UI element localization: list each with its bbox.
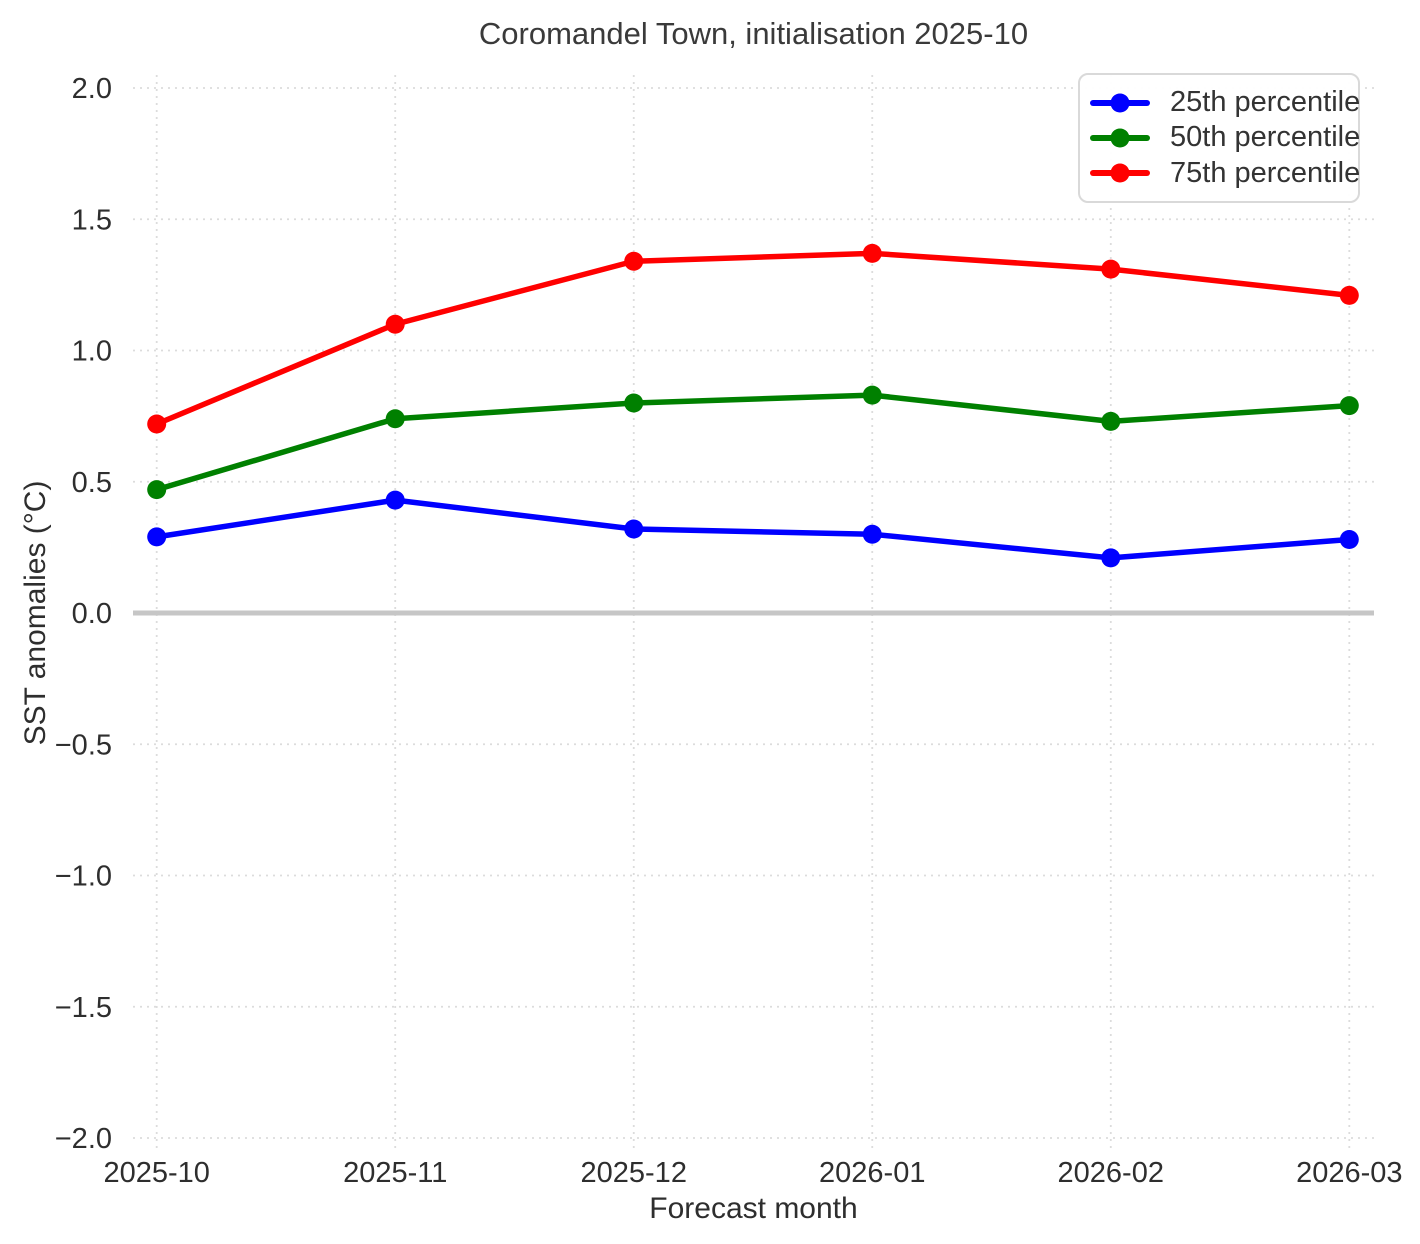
y-tick-label: 0.5 — [72, 467, 112, 499]
legend-line-sample — [1090, 93, 1150, 113]
data-point-marker — [1339, 530, 1359, 549]
series-line — [153, 497, 1353, 561]
data-point-marker — [862, 243, 882, 263]
legend-marker-icon — [1110, 93, 1130, 113]
x-tick-label: 2026-03 — [1296, 1157, 1402, 1189]
data-point-marker — [1339, 285, 1359, 305]
legend-item: 25th percentile — [1090, 85, 1360, 120]
data-point-marker — [1101, 411, 1121, 431]
x-tick-label: 2026-01 — [819, 1157, 925, 1189]
y-tick-label: −1.5 — [55, 992, 112, 1024]
legend-line-sample — [1090, 128, 1150, 148]
chart-title: Coromandel Town, initialisation 2025-10 — [478, 16, 1029, 51]
data-point-marker — [624, 393, 644, 413]
y-tick-label: 1.5 — [72, 204, 112, 236]
data-point-marker — [1101, 259, 1121, 279]
y-tick-label: 2.0 — [72, 73, 112, 105]
series-line — [153, 250, 1353, 427]
x-axis-label: Forecast month — [649, 1192, 858, 1225]
legend-line-sample — [1090, 163, 1150, 183]
y-tick-label: 1.0 — [72, 336, 112, 368]
legend-item-label: 25th percentile — [1170, 86, 1361, 119]
data-point-marker — [385, 490, 405, 510]
series-line — [153, 392, 1353, 493]
legend-marker-icon — [1110, 128, 1130, 148]
y-tick-label: −1.0 — [55, 861, 112, 893]
legend-item-label: 50th percentile — [1170, 121, 1361, 154]
data-point-marker — [385, 314, 405, 334]
legend-item: 50th percentile — [1090, 120, 1360, 155]
data-point-marker — [147, 527, 167, 547]
data-point-marker — [147, 480, 167, 500]
y-tick-label: −2.0 — [55, 1123, 112, 1155]
data-point-marker — [147, 414, 167, 434]
data-point-marker — [1339, 396, 1359, 416]
data-point-marker — [624, 251, 644, 271]
data-point-marker — [862, 385, 882, 405]
y-tick-label: −0.5 — [55, 729, 112, 761]
legend-item-label: 75th percentile — [1170, 156, 1361, 189]
x-tick-label: 2025-12 — [581, 1157, 687, 1189]
x-tick-label: 2025-10 — [103, 1157, 209, 1189]
y-tick-label: 0.0 — [72, 598, 112, 630]
legend: 25th percentile 50th percentile 75th perce… — [1078, 73, 1360, 203]
y-axis-label: SST anomalies (°C) — [19, 480, 52, 746]
data-point-marker — [1101, 548, 1121, 568]
x-tick-label: 2025-11 — [343, 1157, 447, 1189]
data-point-marker — [862, 524, 882, 544]
legend-item: 75th percentile — [1090, 156, 1360, 191]
x-tick-label: 2026-02 — [1058, 1157, 1164, 1189]
data-point-marker — [624, 519, 644, 539]
legend-marker-icon — [1110, 163, 1130, 183]
data-point-marker — [385, 409, 405, 429]
